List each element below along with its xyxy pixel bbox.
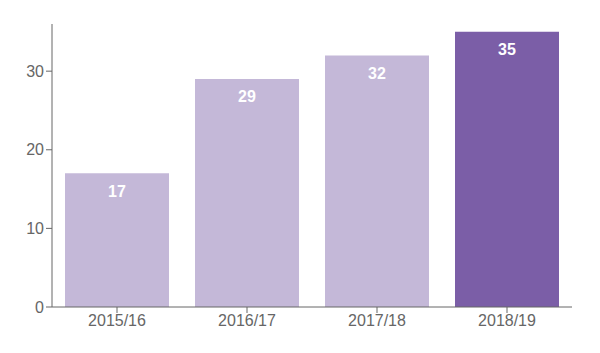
svg-text:2016/17: 2016/17: [218, 312, 276, 329]
svg-text:0: 0: [35, 299, 44, 316]
svg-text:35: 35: [498, 41, 516, 58]
svg-text:2017/18: 2017/18: [348, 312, 406, 329]
svg-text:32: 32: [368, 65, 386, 82]
svg-text:2018/19: 2018/19: [478, 312, 536, 329]
svg-text:30: 30: [26, 63, 44, 80]
svg-text:10: 10: [26, 220, 44, 237]
svg-text:20: 20: [26, 141, 44, 158]
svg-text:17: 17: [108, 183, 126, 200]
svg-text:29: 29: [238, 88, 256, 105]
svg-text:2015/16: 2015/16: [88, 312, 146, 329]
